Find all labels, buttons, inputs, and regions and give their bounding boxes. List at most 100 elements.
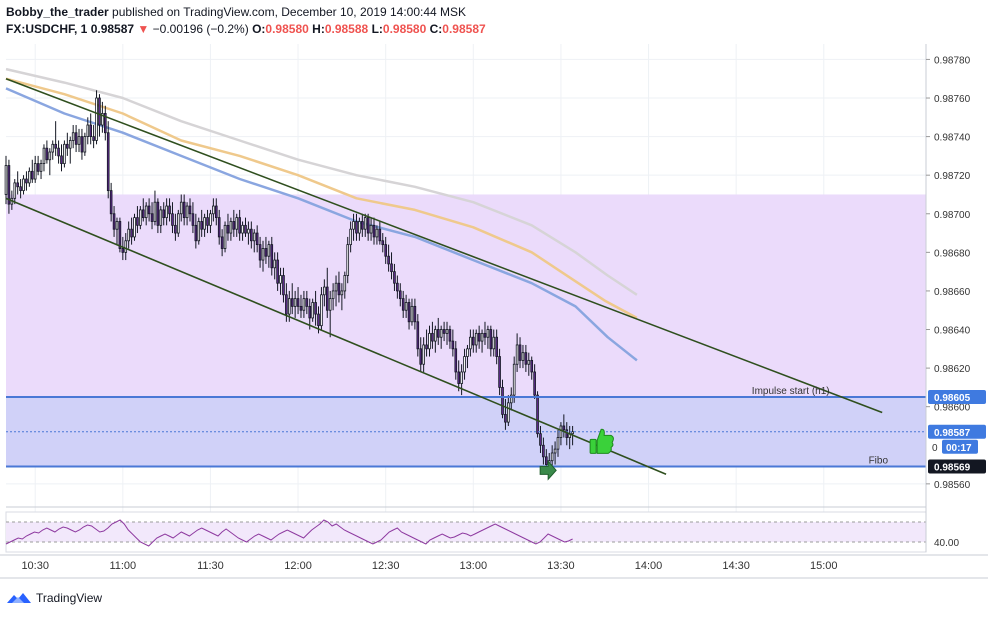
candle	[483, 321, 487, 345]
candle-body	[220, 236, 224, 249]
candle-body	[512, 363, 516, 396]
candle	[302, 290, 306, 318]
candle	[209, 209, 212, 234]
candle-body	[282, 275, 285, 296]
candle-body	[527, 359, 531, 365]
candle-body	[431, 332, 434, 342]
candle-body	[109, 190, 113, 215]
candle	[495, 329, 498, 365]
time-axis[interactable]: 10:30 11:00 11:30 12:00 12:30 13:00 13:30 14:00…	[0, 554, 988, 579]
candle-body	[168, 205, 171, 215]
candle-body	[133, 217, 136, 238]
candle-body	[407, 302, 411, 323]
candle-body	[308, 305, 312, 319]
candle	[16, 171, 19, 195]
candle-body	[13, 182, 17, 199]
candle	[115, 217, 119, 245]
candle	[203, 213, 206, 237]
candle-body	[314, 302, 317, 315]
candle	[533, 364, 536, 399]
candle-body	[323, 286, 326, 296]
y-tick-label: 0.98700	[934, 210, 971, 221]
candle-body	[36, 163, 40, 172]
candle-body	[378, 228, 382, 242]
tradingview-brand[interactable]: TradingView	[36, 591, 103, 605]
candle-body	[469, 336, 472, 350]
candle-body	[279, 275, 282, 284]
candle-body	[264, 248, 268, 257]
candle	[361, 213, 364, 237]
candle	[378, 221, 382, 245]
candle-body	[413, 305, 417, 323]
candle	[454, 341, 458, 380]
candle-body	[206, 217, 209, 226]
candle	[279, 267, 282, 295]
price-axis[interactable]: 40.00 0.98780 0.98760 0.98740 0.98720 0.98700…	[6, 44, 986, 552]
candle-body	[30, 170, 34, 180]
candle	[384, 236, 387, 264]
candle	[445, 321, 449, 345]
candle	[171, 202, 174, 234]
candle	[141, 198, 145, 222]
candle-body	[328, 298, 332, 311]
candle	[363, 213, 367, 237]
candle	[182, 194, 186, 226]
candle	[509, 387, 513, 411]
candle	[501, 379, 504, 419]
y-tick-label: 0.98780	[934, 55, 971, 66]
candle-body	[483, 332, 487, 338]
candle-body	[171, 213, 174, 226]
price-chart[interactable]: Impulse start (h1) Fibo 40.00 0.98780 0.987…	[0, 0, 988, 585]
price-label-text: 0.98569	[934, 462, 971, 473]
x-tick-label: 14:00	[635, 560, 663, 572]
candle	[121, 236, 125, 261]
candle-body	[474, 332, 478, 346]
candle	[337, 271, 341, 303]
candle-body	[352, 221, 355, 230]
candle	[241, 221, 244, 241]
countdown-prefix: 0	[932, 443, 938, 454]
candle	[48, 148, 52, 176]
candle-body	[337, 282, 341, 296]
candle	[463, 348, 466, 380]
candle	[320, 287, 323, 330]
candle	[255, 225, 259, 253]
candle-body	[331, 290, 335, 300]
candle-body	[302, 298, 306, 311]
candle-body	[200, 221, 203, 230]
x-tick-label: 11:00	[109, 560, 136, 572]
drawings[interactable]	[5, 77, 926, 475]
y-tick-label: 0.98740	[934, 133, 971, 144]
candle-body	[45, 147, 49, 161]
green-arrow-icon	[539, 460, 557, 481]
candle	[60, 144, 63, 172]
candle	[328, 290, 332, 338]
candle-body	[212, 205, 215, 215]
candle	[162, 202, 166, 226]
candle	[369, 217, 373, 241]
candle-body	[156, 201, 160, 226]
candle-body	[112, 213, 116, 230]
high-value: 0.98588	[324, 22, 369, 36]
candle	[524, 344, 528, 372]
down-arrow-icon: ▼	[137, 22, 150, 36]
candle-body	[144, 205, 148, 219]
candle	[486, 325, 490, 349]
candle	[311, 298, 314, 322]
candle-body	[255, 232, 259, 246]
candles	[4, 90, 574, 477]
candle	[413, 298, 417, 330]
candle-body	[191, 213, 195, 226]
x-tick-label: 13:00	[460, 560, 488, 572]
candle	[179, 194, 183, 222]
candle	[264, 236, 268, 264]
candle-body	[209, 213, 212, 226]
candle	[381, 233, 385, 253]
candle	[416, 314, 420, 357]
tradingview-logo-icon[interactable]	[6, 591, 32, 605]
candle-body	[203, 217, 206, 230]
author-name[interactable]: Bobby_the_trader	[6, 5, 109, 19]
candle	[258, 236, 262, 268]
candle	[159, 206, 163, 234]
candle	[349, 221, 352, 253]
